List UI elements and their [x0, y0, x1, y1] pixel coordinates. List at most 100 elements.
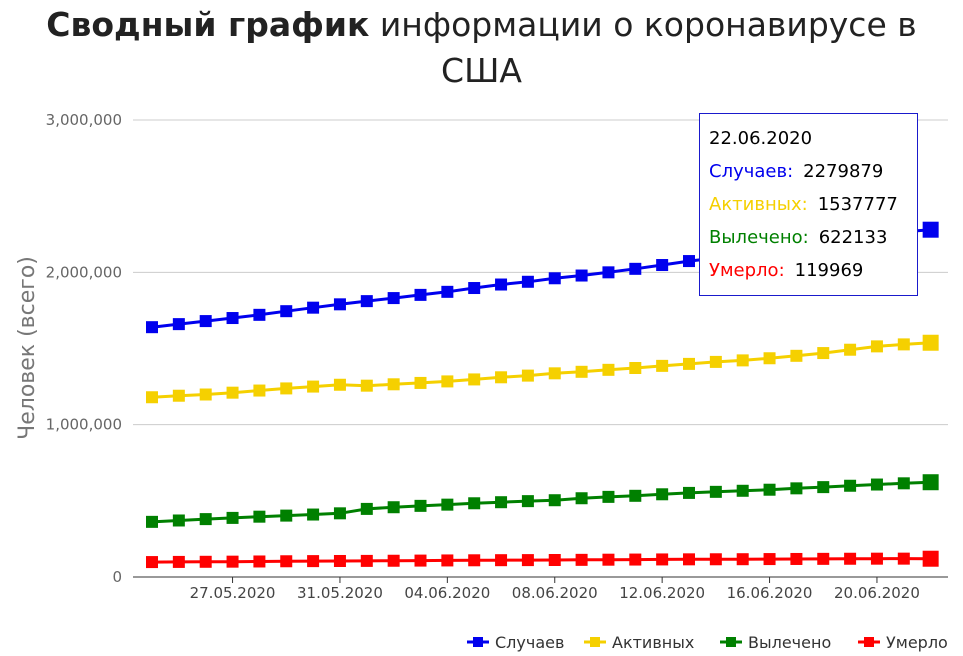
- data-point[interactable]: [922, 550, 939, 567]
- data-point[interactable]: [199, 555, 212, 568]
- data-point[interactable]: [897, 338, 910, 351]
- data-point[interactable]: [683, 357, 695, 370]
- data-point[interactable]: [441, 285, 454, 298]
- data-point[interactable]: [360, 379, 373, 392]
- data-point[interactable]: [226, 312, 239, 325]
- data-point[interactable]: [656, 488, 669, 501]
- data-point[interactable]: [521, 275, 534, 288]
- data-point[interactable]: [468, 373, 481, 386]
- data-point[interactable]: [468, 282, 481, 295]
- data-point[interactable]: [897, 552, 910, 565]
- data-point[interactable]: [790, 482, 803, 495]
- data-point[interactable]: [922, 334, 939, 351]
- data-point[interactable]: [602, 553, 615, 566]
- data-point[interactable]: [844, 343, 857, 356]
- legend-item-1[interactable]: Активных: [584, 633, 694, 652]
- data-point[interactable]: [307, 380, 320, 393]
- data-point[interactable]: [199, 513, 212, 526]
- data-point[interactable]: [280, 305, 293, 318]
- data-point[interactable]: [468, 554, 481, 567]
- data-point[interactable]: [656, 259, 669, 272]
- data-point[interactable]: [253, 510, 266, 523]
- data-point[interactable]: [629, 553, 642, 566]
- data-point[interactable]: [387, 554, 400, 567]
- data-point[interactable]: [763, 352, 776, 365]
- data-point[interactable]: [602, 363, 615, 376]
- data-point[interactable]: [253, 384, 266, 397]
- data-point[interactable]: [548, 367, 561, 380]
- data-point[interactable]: [414, 554, 427, 567]
- data-point[interactable]: [629, 489, 642, 502]
- data-point[interactable]: [817, 347, 830, 360]
- data-point[interactable]: [709, 355, 722, 368]
- data-point[interactable]: [414, 376, 427, 389]
- data-point[interactable]: [922, 221, 939, 238]
- data-point[interactable]: [172, 555, 185, 568]
- data-point[interactable]: [280, 555, 293, 568]
- data-point[interactable]: [333, 378, 346, 391]
- data-point[interactable]: [146, 391, 158, 404]
- data-point[interactable]: [226, 555, 239, 568]
- data-point[interactable]: [387, 501, 400, 514]
- data-point[interactable]: [629, 262, 642, 275]
- data-point[interactable]: [226, 386, 239, 399]
- data-point[interactable]: [844, 479, 857, 492]
- data-point[interactable]: [683, 255, 695, 268]
- data-point[interactable]: [683, 486, 695, 499]
- data-point[interactable]: [763, 483, 776, 496]
- data-point[interactable]: [897, 477, 910, 490]
- data-point[interactable]: [307, 508, 320, 521]
- data-point[interactable]: [790, 349, 803, 362]
- data-point[interactable]: [736, 553, 749, 566]
- data-point[interactable]: [495, 371, 508, 384]
- data-point[interactable]: [172, 318, 185, 331]
- data-point[interactable]: [280, 509, 293, 522]
- data-point[interactable]: [656, 359, 669, 372]
- data-point[interactable]: [199, 388, 212, 401]
- data-point[interactable]: [441, 498, 454, 511]
- data-point[interactable]: [253, 555, 266, 568]
- data-point[interactable]: [602, 490, 615, 503]
- data-point[interactable]: [521, 495, 534, 508]
- data-point[interactable]: [495, 496, 508, 509]
- data-point[interactable]: [709, 485, 722, 498]
- data-point[interactable]: [683, 553, 695, 566]
- data-point[interactable]: [387, 378, 400, 391]
- data-point[interactable]: [870, 552, 883, 565]
- legend-item-2[interactable]: Вылечено: [720, 633, 831, 652]
- data-point[interactable]: [521, 369, 534, 382]
- data-point[interactable]: [387, 292, 400, 305]
- data-point[interactable]: [870, 340, 883, 353]
- data-point[interactable]: [414, 288, 427, 301]
- data-point[interactable]: [360, 502, 373, 515]
- data-point[interactable]: [146, 515, 158, 528]
- data-point[interactable]: [226, 511, 239, 524]
- data-point[interactable]: [602, 266, 615, 279]
- data-point[interactable]: [360, 295, 373, 308]
- data-point[interactable]: [575, 492, 588, 505]
- data-point[interactable]: [253, 308, 266, 321]
- data-point[interactable]: [146, 556, 158, 569]
- data-point[interactable]: [817, 552, 830, 565]
- data-point[interactable]: [736, 354, 749, 367]
- data-point[interactable]: [922, 474, 939, 491]
- data-point[interactable]: [656, 553, 669, 566]
- data-point[interactable]: [575, 553, 588, 566]
- data-point[interactable]: [441, 554, 454, 567]
- data-point[interactable]: [548, 272, 561, 285]
- data-point[interactable]: [790, 552, 803, 565]
- data-point[interactable]: [709, 553, 722, 566]
- data-point[interactable]: [333, 554, 346, 567]
- data-point[interactable]: [548, 553, 561, 566]
- data-point[interactable]: [844, 552, 857, 565]
- data-point[interactable]: [360, 554, 373, 567]
- data-point[interactable]: [468, 497, 481, 510]
- data-point[interactable]: [548, 494, 561, 507]
- data-point[interactable]: [414, 499, 427, 512]
- data-point[interactable]: [441, 375, 454, 388]
- data-point[interactable]: [280, 382, 293, 395]
- data-point[interactable]: [333, 507, 346, 520]
- data-point[interactable]: [172, 514, 185, 527]
- data-point[interactable]: [199, 315, 212, 328]
- data-point[interactable]: [146, 321, 158, 334]
